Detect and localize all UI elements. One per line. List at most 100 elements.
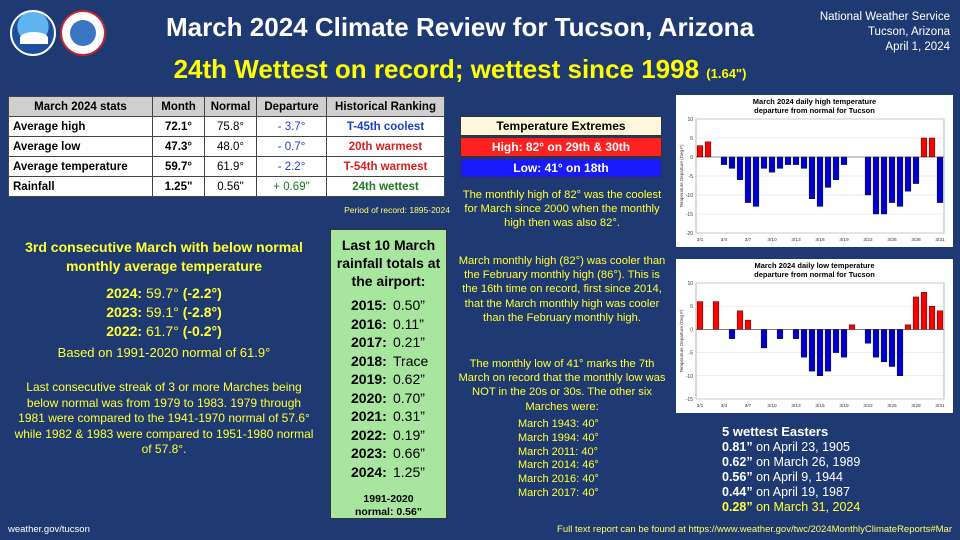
stats-month: 59.7°: [152, 156, 205, 177]
rainfall-value: 0.21”: [393, 334, 425, 350]
stats-row: Average high 72.1° 75.8° - 3.7° T-45th coole…: [8, 116, 445, 137]
rainfall-value: 1.25”: [393, 463, 425, 480]
stats-month: 1.25": [152, 176, 205, 197]
bar-3-13: [792, 329, 800, 339]
bar-3-28: [912, 156, 920, 184]
bar-3-26: [896, 329, 904, 377]
y-tick-label: 0: [690, 155, 693, 161]
stats-row: Rainfall 1.25" 0.56" + 0.69" 24th wettest: [8, 176, 445, 197]
bar-3-11: [776, 329, 784, 339]
temperature-extremes: Temperature Extremes High: 82° on 29th &…: [460, 116, 662, 179]
stats-label: Average high: [8, 116, 153, 137]
rainfall-value: 0.66”: [393, 445, 425, 461]
rainfall-normal: 1991-2020 normal: 0.56”: [331, 493, 446, 519]
streak-year-value: 59.7°: [145, 285, 179, 301]
bar-3-25: [888, 329, 896, 367]
bar-3-17: [824, 329, 832, 372]
streak-year-dep: (-0.2°): [182, 323, 222, 339]
office-location: Tucson, Arizona: [867, 26, 950, 38]
chart-title-line: March 2024 daily high temperature: [753, 97, 876, 106]
streak-year-value: 61.7°: [145, 323, 179, 339]
streak-year-dep: (-2.2°): [182, 285, 222, 301]
streak-years: 2024: 59.7° (-2.2°) 2023: 59.1° (-2.8°) 20…: [14, 284, 314, 341]
stats-normal: 0.56": [204, 176, 257, 197]
x-tick-label: 3/19: [839, 403, 849, 409]
stats-label: Average temperature: [8, 156, 153, 177]
bar-3-6: [736, 156, 744, 180]
bar-3-24: [880, 329, 888, 363]
subtitle-note: (1.64"): [706, 66, 747, 81]
footer-website[interactable]: weather.gov/tucson: [8, 524, 90, 535]
bar-3-1: [696, 301, 704, 330]
page-title: March 2024 Climate Review for Tucson, Ar…: [165, 12, 755, 42]
footer-report-link[interactable]: Full text report can be found at https:/…: [557, 524, 952, 535]
rainfall-year: 2024:: [351, 463, 387, 480]
bar-3-2: [704, 141, 712, 158]
chart-title: March 2024 daily low temperature departur…: [754, 261, 875, 279]
bar-3-14: [800, 156, 808, 169]
x-tick-label: 3/31: [935, 237, 945, 243]
bar-3-5: [728, 156, 736, 169]
easter-amount: 0.28”: [722, 500, 753, 514]
x-tick-label: 3/16: [815, 403, 825, 409]
bar-3-15: [808, 156, 816, 199]
rainfall-year: 2017:: [351, 334, 387, 350]
y-tick-label: -20: [686, 231, 693, 237]
x-tick-label: 3/13: [791, 237, 801, 243]
high-temp-departure-chart: March 2024 daily high temperature departu…: [676, 95, 953, 247]
bar-3-23: [872, 156, 880, 215]
y-tick-label: 5: [690, 304, 693, 310]
rainfall-row: 2023: 0.66”: [351, 444, 446, 463]
rainfall-year: 2016:: [351, 315, 387, 332]
x-tick-label: 3/10: [767, 403, 777, 409]
report-date: April 1, 2024: [885, 41, 950, 53]
x-tick-label: 3/28: [911, 237, 921, 243]
easters-heading: 5 wettest Easters: [722, 424, 829, 439]
noaa-logo: [10, 10, 56, 56]
y-tick-label: 0: [690, 327, 693, 333]
bar-3-7: [744, 319, 752, 330]
monthly-low-note: The monthly low of 41° marks the 7th Mar…: [458, 358, 666, 413]
x-tick-label: 3/22: [863, 403, 873, 409]
rainfall-year: 2021:: [351, 408, 387, 424]
bar-3-29: [920, 292, 928, 330]
easter-amount: 0.81”: [722, 440, 753, 454]
rainfall-row: 2016: 0.11”: [351, 315, 446, 334]
rainfall-year: 2022:: [351, 426, 387, 443]
other-march-item: March 2016: 40°: [518, 473, 599, 486]
bar-3-31: [936, 310, 944, 330]
bar-3-22: [864, 156, 872, 196]
x-tick-label: 3/25: [887, 237, 897, 243]
easter-date: on April 9, 1944: [756, 470, 843, 484]
stats-header: Departure: [256, 96, 327, 117]
streak-year-year: 2022:: [106, 323, 143, 339]
bar-3-31: [936, 156, 944, 203]
stats-normal: 48.0°: [204, 136, 257, 157]
extremes-heading: Temperature Extremes: [460, 116, 662, 136]
rainfall-year: 2020:: [351, 389, 387, 406]
cooler-than-feb-note: March monthly high (82°) was cooler than…: [458, 255, 666, 324]
nws-logo: [60, 10, 106, 56]
streak-year-value: 59.1°: [145, 304, 179, 320]
x-tick-label: 3/1: [697, 237, 704, 243]
stats-month: 47.3°: [152, 136, 205, 157]
rainfall-row: 2022: 0.19”: [351, 426, 446, 445]
rainfall-list: 2015: 0.50” 2016: 0.11” 2017: 0.21” 2018: Trace…: [331, 296, 446, 481]
rainfall-year: 2019:: [351, 371, 387, 387]
rainfall-heading: Last 10 March rainfall totals at the air…: [336, 237, 441, 289]
stats-header-row: March 2024 stats Month Normal Departure …: [8, 96, 445, 117]
x-tick-label: 3/7: [745, 403, 752, 409]
bar-3-26: [896, 156, 904, 207]
bar-3-4: [720, 156, 728, 165]
bar-3-29: [920, 137, 928, 158]
streak-year-year: 2024:: [106, 285, 143, 301]
bar-3-20: [848, 324, 856, 330]
rainfall-row: 2015: 0.50”: [351, 296, 446, 315]
x-tick-label: 3/4: [721, 237, 728, 243]
rainfall-value: 0.62”: [393, 371, 425, 387]
easter-date: on March 26, 1989: [756, 455, 861, 469]
y-axis-label: Temperature Departure (Deg F): [679, 309, 684, 373]
rainfall-row: 2019: 0.62”: [351, 370, 446, 389]
other-march-item: March 1943: 40°: [518, 418, 599, 430]
y-tick-label: -10: [686, 374, 693, 380]
